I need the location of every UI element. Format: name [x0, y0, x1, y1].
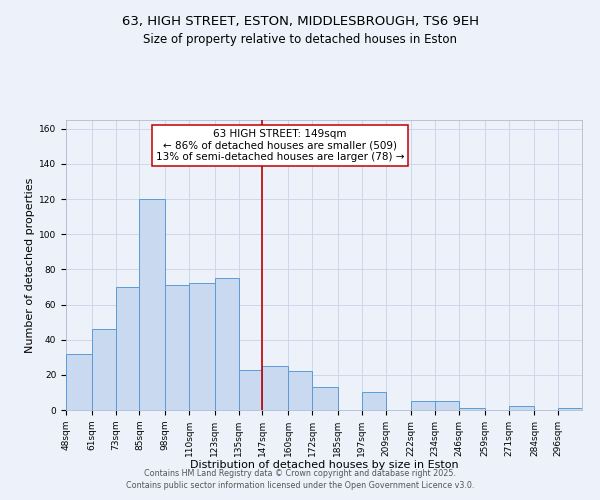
Bar: [66, 354, 92, 410]
Text: Contains HM Land Registry data © Crown copyright and database right 2025.: Contains HM Land Registry data © Crown c…: [144, 468, 456, 477]
Bar: [312, 387, 338, 410]
Bar: [116, 287, 139, 410]
Bar: [189, 284, 215, 410]
Text: 63, HIGH STREET, ESTON, MIDDLESBROUGH, TS6 9EH: 63, HIGH STREET, ESTON, MIDDLESBROUGH, T…: [121, 15, 479, 28]
Bar: [139, 199, 165, 410]
Bar: [92, 329, 116, 410]
Bar: [362, 392, 386, 410]
Bar: [459, 408, 485, 410]
Y-axis label: Number of detached properties: Number of detached properties: [25, 178, 35, 352]
Bar: [215, 278, 239, 410]
Text: Contains public sector information licensed under the Open Government Licence v3: Contains public sector information licen…: [126, 481, 474, 490]
Text: 63 HIGH STREET: 149sqm
← 86% of detached houses are smaller (509)
13% of semi-de: 63 HIGH STREET: 149sqm ← 86% of detached…: [156, 128, 404, 162]
Bar: [509, 406, 535, 410]
Bar: [412, 401, 435, 410]
Bar: [558, 408, 582, 410]
Bar: [435, 401, 459, 410]
Bar: [262, 366, 288, 410]
Bar: [288, 372, 312, 410]
X-axis label: Distribution of detached houses by size in Eston: Distribution of detached houses by size …: [190, 460, 458, 470]
Bar: [165, 285, 189, 410]
Bar: [239, 370, 262, 410]
Text: Size of property relative to detached houses in Eston: Size of property relative to detached ho…: [143, 32, 457, 46]
